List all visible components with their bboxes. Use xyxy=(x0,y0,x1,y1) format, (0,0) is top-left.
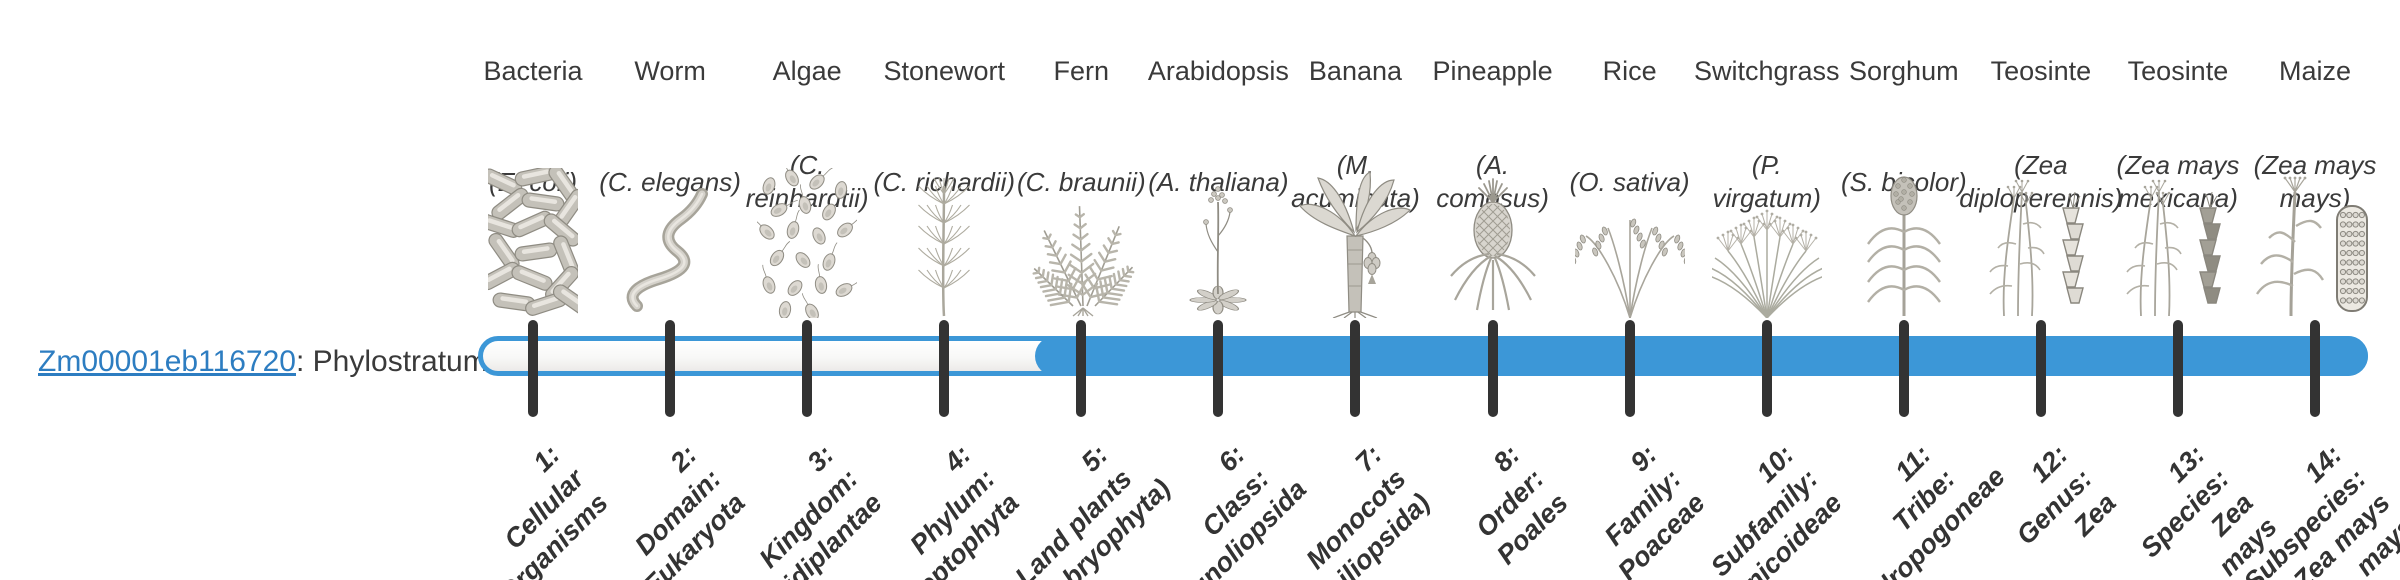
organism-latin-name: (P. virgatum) xyxy=(1712,150,1821,213)
organism-latin-name: (Zea diploperennis) xyxy=(1959,150,2123,213)
maize-icon-wrap xyxy=(2240,168,2390,318)
phylostratum-tick xyxy=(2310,320,2321,417)
fern-icon-wrap xyxy=(1006,168,1156,318)
organism-name: Arabidopsis xyxy=(1147,56,1289,86)
organism-name: Rice xyxy=(1602,56,1657,86)
pineapple-icon-wrap xyxy=(1418,168,1568,318)
worm-icon-wrap xyxy=(595,168,745,318)
gene-id-link[interactable]: Zm00001eb116720 xyxy=(38,345,296,378)
gene-label-separator: : xyxy=(296,345,313,378)
phylostratum-tick xyxy=(1761,320,1772,417)
organism-latin-name: (C. richardii) xyxy=(873,166,1016,197)
stonewort-icon-wrap xyxy=(869,168,1019,318)
phylostratum-tick xyxy=(802,320,813,417)
switchgrass-icon-wrap xyxy=(1692,168,1842,318)
phylostratum-tick xyxy=(939,320,950,417)
organism-name: Teosinte xyxy=(1990,56,2092,86)
sorghum-icon-wrap xyxy=(1829,168,1979,318)
sorghum-icon xyxy=(1866,176,1941,316)
phylostratum-tick xyxy=(1213,320,1224,417)
teosinte-icon-wrap xyxy=(1966,168,2116,318)
rice-icon xyxy=(1574,218,1685,318)
fern-icon xyxy=(1032,206,1135,317)
organism-name: Banana xyxy=(1308,56,1403,86)
phylostratum-tick xyxy=(1350,320,1361,417)
algae-icon-wrap xyxy=(732,168,882,318)
gene-label: Zm00001eb116720: Phylostratum 5 xyxy=(38,345,513,379)
stonewort-icon xyxy=(918,177,971,317)
arabidopsis-icon xyxy=(1189,186,1247,315)
organism-name: Worm xyxy=(634,56,706,86)
phylostratum-tick xyxy=(1487,320,1498,417)
organism-name: Stonewort xyxy=(883,56,1006,86)
teosinte-dark-icon-wrap xyxy=(2103,168,2253,318)
organism-latin-name: (O. sativa) xyxy=(1569,166,1690,197)
switchgrass-icon xyxy=(1711,209,1822,318)
bacteria-icon xyxy=(488,168,578,316)
organism-latin-name: (A. thaliana) xyxy=(1148,166,1289,197)
phylostratum-tick xyxy=(1624,320,1635,417)
teosinte-icon xyxy=(1989,179,2085,317)
phylostratum-tick xyxy=(528,320,538,417)
organism-name: Sorghum xyxy=(1849,56,1959,86)
phylostratum-tick xyxy=(1076,320,1087,417)
phylostratum-tick xyxy=(2172,320,2183,417)
phylostratum-tick xyxy=(2035,320,2046,417)
bar-fill xyxy=(1035,336,2368,376)
arabidopsis-icon-wrap xyxy=(1143,168,1293,318)
phylostratum-text: Phylostratum 5 xyxy=(312,345,513,378)
teosinte-dark-icon xyxy=(2126,179,2222,317)
pineapple-icon xyxy=(1449,178,1536,311)
rice-icon-wrap xyxy=(1555,168,1705,318)
banana-icon xyxy=(1299,171,1412,318)
banana-icon-wrap xyxy=(1280,168,1430,318)
organism-name: Fern xyxy=(1053,56,1110,86)
algae-icon xyxy=(757,168,858,318)
organism-name: Switchgrass xyxy=(1693,56,1840,86)
organism-name: Algae xyxy=(772,56,842,86)
bacteria-icon-wrap xyxy=(458,168,608,318)
worm-icon xyxy=(626,188,709,312)
organism-latin-name: (C. elegans) xyxy=(599,166,741,197)
maize-icon xyxy=(2255,176,2368,317)
organism-name: Teosinte xyxy=(2127,56,2229,86)
organism-name: Maize xyxy=(2279,56,2352,86)
organism-latin-name: (Zea mays mexicana) xyxy=(2116,150,2240,213)
organism-name: Pineapple xyxy=(1432,56,1553,86)
phylostratum-tick xyxy=(665,320,676,417)
organism-name: Bacteria xyxy=(483,56,583,86)
organism-latin-name: (C. braunii) xyxy=(1017,166,1146,197)
phylostratum-tick xyxy=(1898,320,1909,417)
